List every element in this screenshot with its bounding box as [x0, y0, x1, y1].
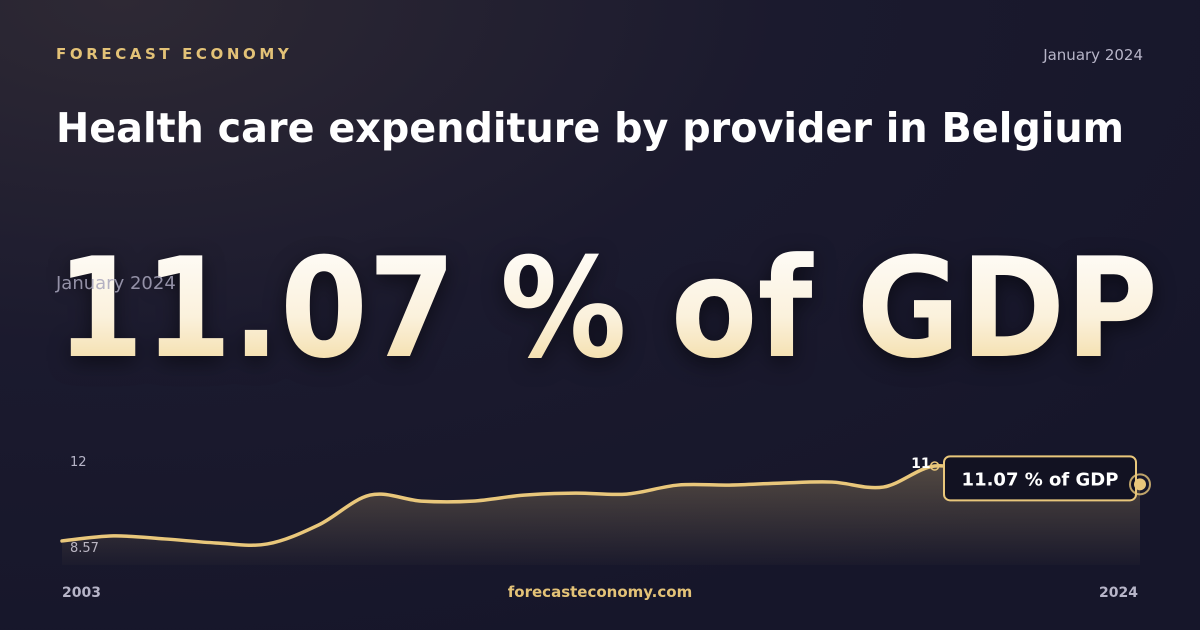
headline: 11.07 % of GDP: [56, 228, 1158, 389]
brand: FORECAST ECONOMY: [56, 45, 292, 63]
footer: forecasteconomy.com: [508, 583, 692, 601]
headline-date: January 2024: [55, 273, 176, 294]
y-tick-label: 12: [70, 455, 87, 470]
x-tick-label: 2003: [62, 585, 101, 601]
point: [1134, 478, 1146, 491]
x-tick-label: 2024: [1099, 585, 1138, 601]
annotation-point: [929, 461, 940, 471]
callout-box: [943, 455, 1137, 502]
annotation: 11: [911, 456, 930, 472]
chart-title: Health care expenditure by provider in B…: [56, 104, 1124, 152]
date: January 2024: [1042, 46, 1143, 64]
point-ring: [1129, 473, 1151, 496]
value-label: 11.07 % of GDP: [962, 469, 1119, 490]
area: [62, 465, 1140, 565]
